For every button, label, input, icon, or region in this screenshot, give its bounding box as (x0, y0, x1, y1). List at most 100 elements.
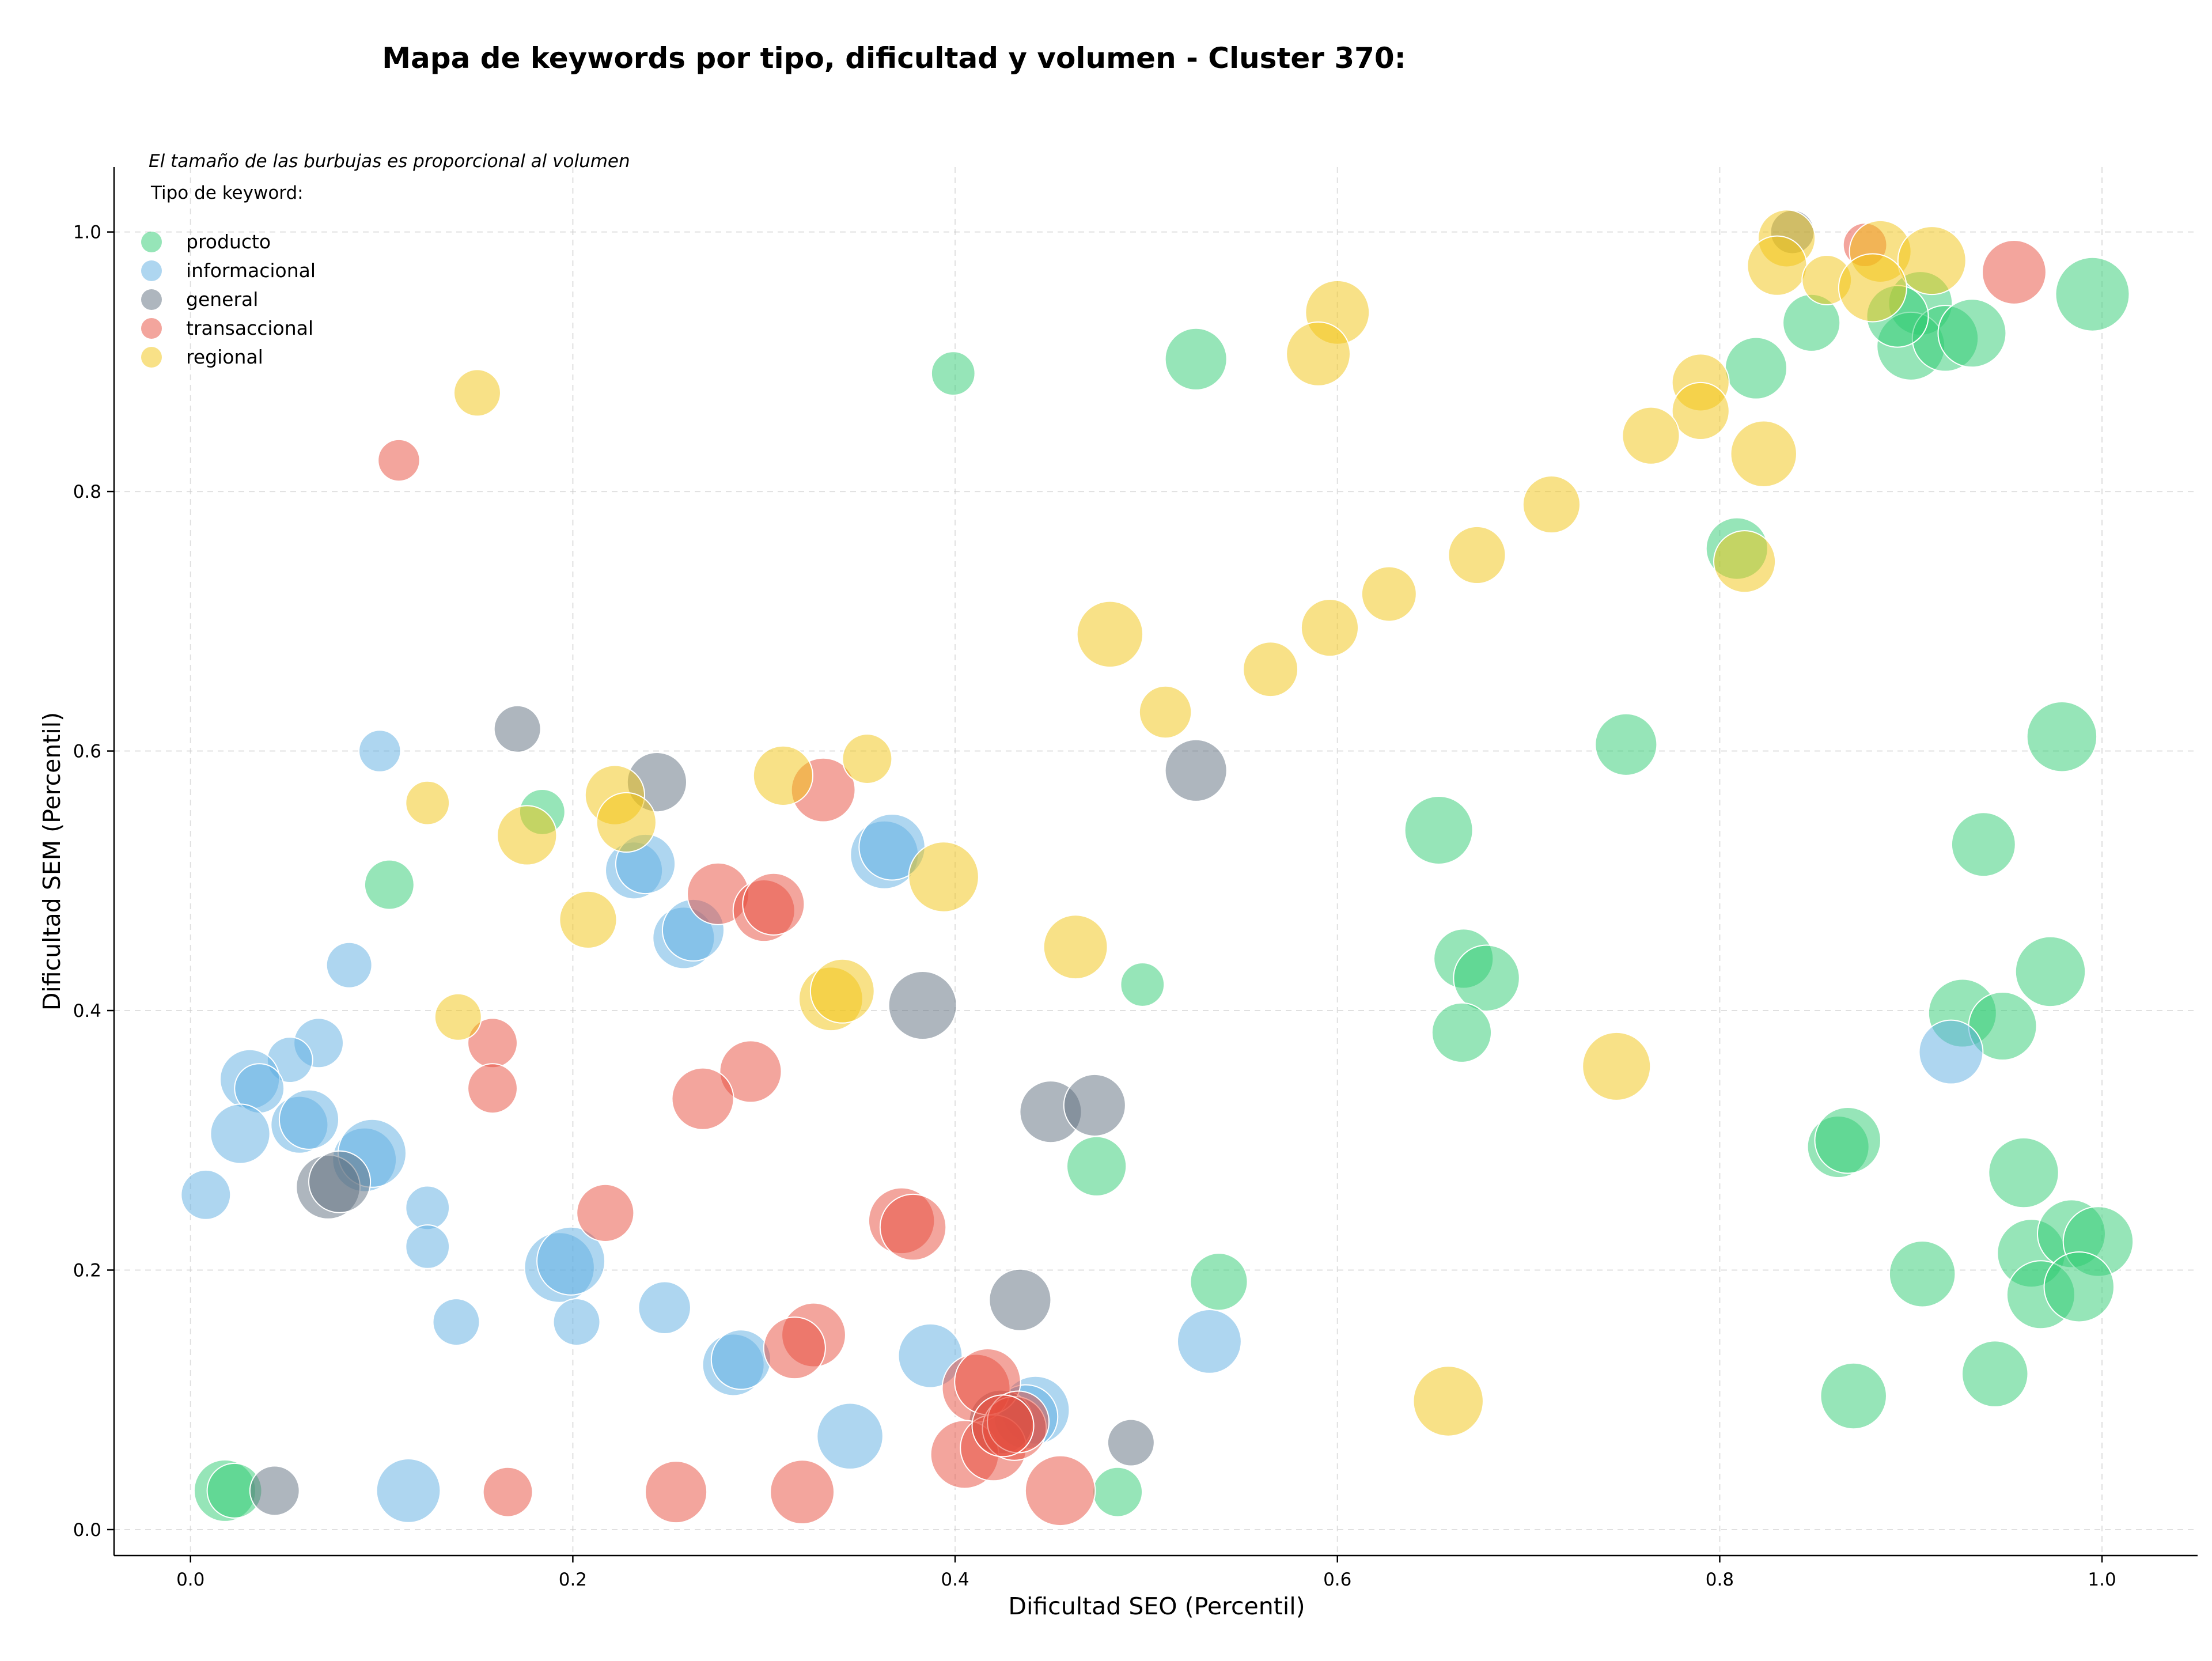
data-point-informacional (552, 1298, 601, 1346)
data-point-regional (1448, 525, 1506, 585)
y-axis-ticks: 0.0 0.2 0.4 0.6 0.8 1.0 (73, 222, 114, 1541)
data-point-regional (596, 792, 657, 853)
data-point-producto (1988, 1137, 2059, 1209)
data-point-producto (1404, 795, 1474, 865)
legend-label: informacional (186, 259, 316, 282)
data-point-informacional (432, 1298, 480, 1346)
legend-title: Tipo de keyword: (150, 183, 304, 203)
data-point-transaccional (879, 1193, 947, 1261)
x-axis-label: Dificultad SEO (Percentil) (1008, 1592, 1305, 1620)
data-point-general (249, 1465, 300, 1516)
data-point-general (1164, 739, 1228, 802)
data-point-informacional (638, 1281, 691, 1335)
data-point-regional (1286, 321, 1351, 387)
data-point-producto (1961, 1340, 2029, 1408)
data-point-informacional (1918, 1019, 1984, 1085)
data-point-informacional (1176, 1308, 1242, 1374)
data-point-producto (1092, 1466, 1143, 1518)
data-point-producto (1164, 327, 1228, 391)
data-point-informacional (536, 1226, 606, 1296)
series-regional (405, 209, 1967, 1437)
data-point-general (1107, 1418, 1155, 1467)
data-point-general (1063, 1073, 1126, 1137)
y-tick-label: 0.0 (73, 1520, 101, 1541)
data-point-general (888, 971, 957, 1041)
data-point-producto (930, 351, 976, 396)
data-point-producto (1950, 812, 2016, 877)
legend-marker (141, 232, 162, 252)
data-points (180, 209, 2134, 1527)
legend-marker (141, 260, 162, 281)
series-producto (193, 256, 2134, 1522)
data-point-regional (453, 369, 501, 417)
data-point-regional (434, 993, 482, 1041)
data-point-informacional (278, 1089, 340, 1150)
data-point-regional (1747, 235, 1808, 296)
x-tick-label: 0.0 (176, 1569, 204, 1590)
x-axis-ticks: 0.0 0.2 0.4 0.6 0.8 1.0 (176, 1556, 2116, 1590)
data-point-informacional (325, 941, 373, 989)
legend-item-regional: regional (141, 346, 263, 368)
data-point-regional (1582, 1031, 1652, 1101)
data-point-informacional (358, 729, 402, 773)
x-tick-label: 0.8 (1706, 1569, 1734, 1590)
data-point-transaccional (763, 1316, 826, 1380)
data-point-informacional (405, 1185, 450, 1231)
data-point-regional (908, 841, 979, 913)
y-tick-label: 0.8 (73, 482, 101, 502)
legend-item-informacional: informacional (141, 259, 316, 282)
x-tick-label: 1.0 (2088, 1569, 2116, 1590)
chart-title: Mapa de keywords por tipo, dificultad y … (382, 41, 1406, 75)
data-point-regional (497, 805, 558, 866)
x-tick-label: 0.6 (1323, 1569, 1351, 1590)
data-point-regional (405, 780, 450, 826)
data-point-transaccional (377, 438, 421, 482)
data-point-informacional (210, 1103, 271, 1164)
legend-label: general (186, 288, 258, 311)
data-point-transaccional (1982, 240, 2047, 305)
data-point-producto (1888, 1240, 1956, 1308)
data-point-general (493, 705, 541, 753)
data-point-general (988, 1268, 1052, 1331)
legend-label: regional (186, 346, 263, 368)
data-point-producto (1937, 298, 2007, 368)
y-tick-label: 1.0 (73, 222, 101, 243)
data-point-producto (1120, 962, 1165, 1007)
data-point-producto (1066, 1136, 1127, 1197)
data-point-producto (2043, 1251, 2115, 1323)
data-point-general (308, 1150, 372, 1213)
data-point-regional (1043, 914, 1108, 980)
data-point-regional (1897, 226, 1967, 296)
data-point-regional (1243, 641, 1299, 698)
data-point-producto (1814, 1107, 1881, 1174)
data-point-informacional (405, 1224, 450, 1269)
y-tick-label: 0.2 (73, 1260, 101, 1281)
data-point-regional (559, 890, 618, 949)
legend-label: transaccional (186, 317, 313, 339)
legend-item-producto: producto (141, 230, 271, 253)
data-point-regional (752, 745, 814, 806)
data-point-regional (842, 733, 893, 784)
data-point-informacional (710, 1329, 772, 1390)
data-point-producto (1431, 1002, 1493, 1063)
data-point-informacional (376, 1458, 441, 1523)
data-point-transaccional (971, 1394, 1035, 1458)
series-transaccional (377, 222, 2047, 1527)
data-point-regional (1300, 599, 1359, 657)
y-tick-label: 0.4 (73, 1001, 101, 1021)
data-point-producto (1724, 336, 1788, 400)
data-point-regional (1622, 406, 1680, 465)
data-point-producto (1594, 713, 1658, 776)
legend: El tamaño de las burbujas es proporciona… (141, 151, 630, 368)
data-point-regional (1838, 253, 1907, 323)
data-point-transaccional (742, 872, 805, 936)
data-point-transaccional (576, 1183, 635, 1242)
data-point-producto (2055, 256, 2130, 332)
legend-item-general: general (141, 288, 258, 311)
data-point-transaccional (1024, 1455, 1096, 1527)
data-point-regional (1730, 420, 1797, 488)
data-point-regional (809, 958, 875, 1024)
data-point-transaccional (467, 1063, 518, 1114)
bubble-size-note: El tamaño de las burbujas es proporciona… (149, 151, 630, 172)
